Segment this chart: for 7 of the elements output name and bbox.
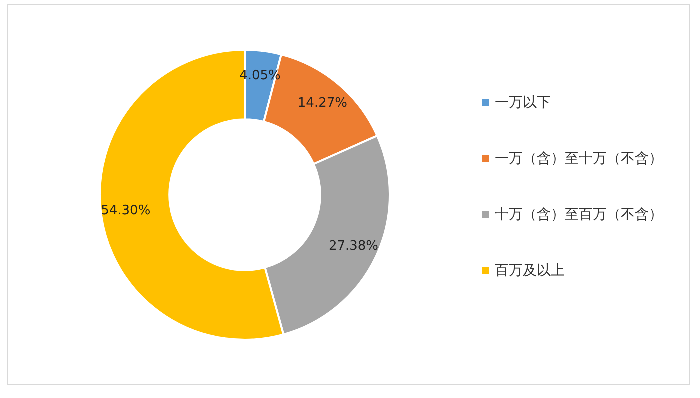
data-label: 54.30% [101, 204, 151, 219]
legend-label: 一万（含）至十万（不含） [495, 150, 663, 167]
legend-label: 一万以下 [495, 94, 551, 111]
data-label: 27.38% [328, 238, 379, 254]
data-label: 14.27% [298, 96, 348, 111]
legend-label: 百万及以上 [495, 262, 565, 279]
legend-label: 十万（含）至百万（不含） [495, 206, 663, 223]
